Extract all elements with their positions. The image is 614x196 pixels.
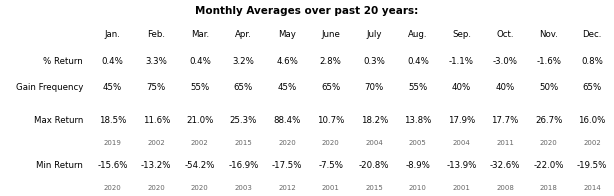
Text: 70%: 70% <box>365 83 384 92</box>
Text: Sep.: Sep. <box>452 30 471 39</box>
Text: % Return: % Return <box>43 57 83 66</box>
Text: -32.6%: -32.6% <box>490 161 520 170</box>
Text: Apr.: Apr. <box>235 30 252 39</box>
Text: 4.6%: 4.6% <box>276 57 298 66</box>
Text: 2014: 2014 <box>583 185 601 191</box>
Text: -17.5%: -17.5% <box>272 161 302 170</box>
Text: 2008: 2008 <box>496 185 514 191</box>
Text: 2020: 2020 <box>104 185 122 191</box>
Text: 2020: 2020 <box>147 185 165 191</box>
Text: -13.9%: -13.9% <box>446 161 476 170</box>
Text: -16.9%: -16.9% <box>228 161 258 170</box>
Text: 17.9%: 17.9% <box>448 116 475 125</box>
Text: 3.2%: 3.2% <box>233 57 254 66</box>
Text: 0.3%: 0.3% <box>363 57 385 66</box>
Text: Aug.: Aug. <box>408 30 427 39</box>
Text: Nov.: Nov. <box>539 30 558 39</box>
Text: 2001: 2001 <box>453 185 470 191</box>
Text: 2019: 2019 <box>104 140 122 146</box>
Text: 2002: 2002 <box>147 140 165 146</box>
Text: -1.6%: -1.6% <box>536 57 561 66</box>
Text: 2020: 2020 <box>540 140 558 146</box>
Text: May: May <box>278 30 296 39</box>
Text: June: June <box>321 30 340 39</box>
Text: 2012: 2012 <box>278 185 296 191</box>
Text: 2020: 2020 <box>278 140 296 146</box>
Text: -20.8%: -20.8% <box>359 161 389 170</box>
Text: 0.4%: 0.4% <box>407 57 429 66</box>
Text: July: July <box>367 30 382 39</box>
Text: 2011: 2011 <box>496 140 514 146</box>
Text: Monthly Averages over past 20 years:: Monthly Averages over past 20 years: <box>195 6 419 16</box>
Text: -1.1%: -1.1% <box>449 57 474 66</box>
Text: 55%: 55% <box>190 83 209 92</box>
Text: 17.7%: 17.7% <box>491 116 519 125</box>
Text: 2015: 2015 <box>365 185 383 191</box>
Text: 26.7%: 26.7% <box>535 116 562 125</box>
Text: 2002: 2002 <box>191 140 209 146</box>
Text: 18.5%: 18.5% <box>99 116 126 125</box>
Text: 2003: 2003 <box>235 185 252 191</box>
Text: Dec.: Dec. <box>583 30 602 39</box>
Text: 2020: 2020 <box>191 185 209 191</box>
Text: -54.2%: -54.2% <box>185 161 215 170</box>
Text: 2.8%: 2.8% <box>320 57 341 66</box>
Text: -19.5%: -19.5% <box>577 161 607 170</box>
Text: Gain Frequency: Gain Frequency <box>15 83 83 92</box>
Text: 25.3%: 25.3% <box>230 116 257 125</box>
Text: 45%: 45% <box>278 83 297 92</box>
Text: 2002: 2002 <box>583 140 601 146</box>
Text: 13.8%: 13.8% <box>404 116 432 125</box>
Text: 10.7%: 10.7% <box>317 116 344 125</box>
Text: Oct.: Oct. <box>496 30 514 39</box>
Text: -7.5%: -7.5% <box>318 161 343 170</box>
Text: 0.4%: 0.4% <box>189 57 211 66</box>
Text: 2004: 2004 <box>365 140 383 146</box>
Text: 40%: 40% <box>495 83 515 92</box>
Text: 2004: 2004 <box>453 140 470 146</box>
Text: -15.6%: -15.6% <box>98 161 128 170</box>
Text: 45%: 45% <box>103 83 122 92</box>
Text: Jan.: Jan. <box>105 30 120 39</box>
Text: 21.0%: 21.0% <box>186 116 214 125</box>
Text: 18.2%: 18.2% <box>360 116 388 125</box>
Text: Max Return: Max Return <box>34 116 83 125</box>
Text: 3.3%: 3.3% <box>146 57 167 66</box>
Text: 2020: 2020 <box>322 140 340 146</box>
Text: 2015: 2015 <box>235 140 252 146</box>
Text: 40%: 40% <box>452 83 471 92</box>
Text: Mar.: Mar. <box>191 30 209 39</box>
Text: 55%: 55% <box>408 83 427 92</box>
Text: -3.0%: -3.0% <box>492 57 518 66</box>
Text: 2001: 2001 <box>322 185 340 191</box>
Text: 65%: 65% <box>234 83 253 92</box>
Text: 2018: 2018 <box>540 185 558 191</box>
Text: 65%: 65% <box>583 83 602 92</box>
Text: 75%: 75% <box>147 83 166 92</box>
Text: 2005: 2005 <box>409 140 427 146</box>
Text: -13.2%: -13.2% <box>141 161 171 170</box>
Text: Min Return: Min Return <box>36 161 83 170</box>
Text: -22.0%: -22.0% <box>534 161 564 170</box>
Text: 50%: 50% <box>539 83 558 92</box>
Text: 0.4%: 0.4% <box>102 57 123 66</box>
Text: -8.9%: -8.9% <box>405 161 430 170</box>
Text: 65%: 65% <box>321 83 340 92</box>
Text: 16.0%: 16.0% <box>578 116 606 125</box>
Text: 2010: 2010 <box>409 185 427 191</box>
Text: 11.6%: 11.6% <box>142 116 170 125</box>
Text: 88.4%: 88.4% <box>273 116 301 125</box>
Text: Feb.: Feb. <box>147 30 165 39</box>
Text: 0.8%: 0.8% <box>581 57 603 66</box>
